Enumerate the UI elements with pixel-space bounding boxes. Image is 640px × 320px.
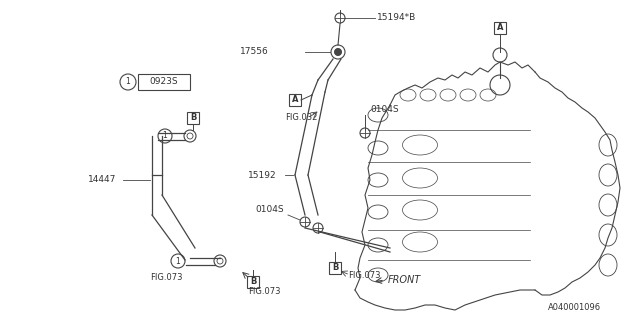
Text: A040001096: A040001096	[548, 303, 601, 313]
Bar	[138, 74, 190, 90]
Bar	[247, 276, 259, 288]
Circle shape	[360, 128, 370, 138]
Bar	[494, 22, 506, 34]
Text: A: A	[292, 95, 298, 105]
Text: 0104S: 0104S	[255, 205, 284, 214]
Circle shape	[335, 49, 341, 55]
Bar	[289, 94, 301, 106]
Bar	[329, 262, 341, 274]
Circle shape	[171, 254, 185, 268]
Text: 0104S: 0104S	[370, 106, 399, 115]
Text: FIG.073: FIG.073	[348, 270, 381, 279]
Text: FRONT: FRONT	[388, 275, 421, 285]
Circle shape	[214, 255, 226, 267]
Text: B: B	[250, 277, 256, 286]
Text: 0923S: 0923S	[150, 77, 179, 86]
Circle shape	[490, 75, 510, 95]
Text: 15194*B: 15194*B	[377, 13, 416, 22]
Circle shape	[313, 223, 323, 233]
Circle shape	[493, 48, 507, 62]
Text: 15192: 15192	[248, 171, 276, 180]
Text: FIG.073: FIG.073	[248, 287, 280, 297]
Bar	[187, 112, 199, 124]
Circle shape	[300, 217, 310, 227]
Text: FIG.032: FIG.032	[285, 114, 317, 123]
Circle shape	[331, 45, 345, 59]
Text: 1: 1	[125, 77, 131, 86]
Text: 1: 1	[175, 257, 180, 266]
Text: B: B	[332, 263, 338, 273]
Text: 17556: 17556	[240, 47, 269, 57]
Circle shape	[120, 74, 136, 90]
Text: A: A	[497, 23, 503, 33]
Circle shape	[158, 129, 172, 143]
Text: FIG.073: FIG.073	[150, 274, 182, 283]
Text: B: B	[190, 114, 196, 123]
Text: 14447: 14447	[88, 175, 116, 185]
Text: 1: 1	[163, 132, 168, 140]
Circle shape	[335, 13, 345, 23]
Circle shape	[184, 130, 196, 142]
